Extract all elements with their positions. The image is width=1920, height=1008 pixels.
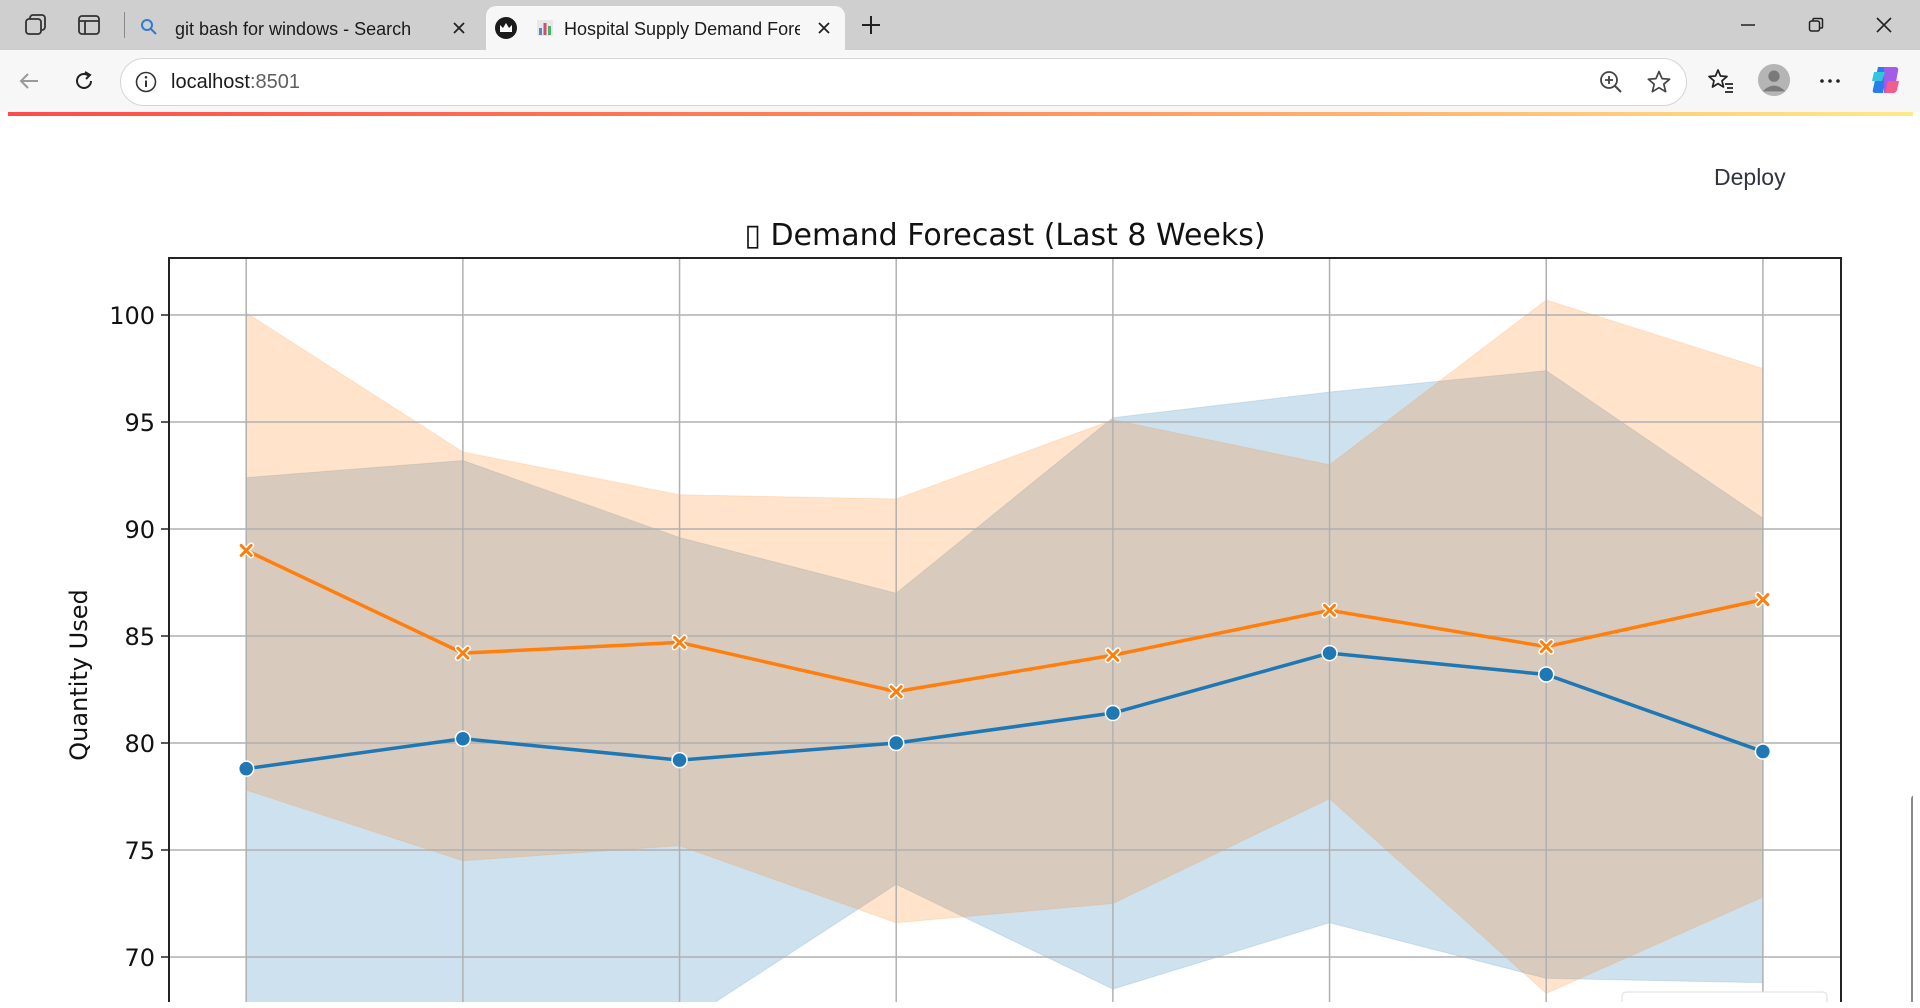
search-icon [140, 18, 158, 41]
browser-tab-strip: git bash for windows - Search Hospital S… [0, 0, 1920, 50]
url-text[interactable]: localhost:8501 [171, 71, 300, 94]
minimize-icon[interactable] [1718, 8, 1778, 42]
series-2-point [888, 683, 905, 700]
series-1-point [237, 760, 255, 777]
series-2-point [1321, 602, 1338, 619]
series-1-point [1537, 666, 1555, 683]
close-window-icon[interactable] [1854, 8, 1914, 42]
chart-title: ▯ Demand Forecast (Last 8 Weeks) [744, 218, 1265, 253]
series-2-point [671, 634, 688, 651]
site-info-icon[interactable] [134, 70, 158, 99]
crown-favicon-icon [494, 16, 518, 45]
app-header-decoration [8, 112, 1913, 116]
y-tick-label: 80 [124, 730, 155, 758]
tab-title: Hospital Supply Demand Fore [564, 19, 800, 39]
deploy-button[interactable]: Deploy [1714, 164, 1786, 190]
restore-icon[interactable] [1786, 8, 1846, 42]
y-tick-label: 70 [124, 944, 155, 972]
series-2-point [1538, 638, 1555, 655]
series-1-point [454, 730, 472, 747]
vertical-tabs-icon[interactable] [75, 11, 103, 39]
back-icon[interactable] [12, 64, 46, 98]
y-tick-label: 90 [124, 516, 155, 544]
series-1-point [1104, 704, 1122, 722]
series-2-point [238, 542, 255, 559]
y-tick-label: 85 [124, 623, 155, 651]
demand-forecast-chart: 70 75 80 85 90 95 100 ▯ Demand Forecast (Last … [65, 218, 1842, 1002]
y-tick-label: 95 [124, 409, 155, 437]
address-bar[interactable]: localhost:8501 [120, 58, 1687, 106]
new-tab-icon[interactable] [857, 11, 885, 39]
series-2-point [1104, 647, 1121, 664]
tab-title: git bash for windows - Search [175, 19, 412, 39]
y-axis-label: Quantity Used [65, 589, 93, 760]
url-host: localhost [171, 71, 250, 93]
series-2-point [454, 645, 471, 662]
close-tab-icon[interactable] [813, 17, 835, 39]
series-1-point [887, 734, 905, 752]
copilot-icon[interactable] [1869, 63, 1903, 97]
y-tick-label: 75 [124, 837, 155, 865]
close-tab-icon[interactable] [448, 17, 470, 39]
refresh-icon[interactable] [67, 64, 101, 98]
tab-divider [124, 12, 125, 38]
series-2-line [245, 548, 1764, 694]
series-1-line [245, 651, 1764, 771]
profile-avatar-icon[interactable] [1757, 63, 1791, 97]
streamlit-page: Deploy 70 75 80 85 90 95 100 ▯ Demand Forecast… [8, 112, 1913, 1002]
favorites-icon[interactable] [1704, 64, 1738, 98]
plot-frame [168, 257, 1842, 1002]
favorite-star-icon[interactable] [1646, 69, 1672, 100]
y-tick-label: 100 [109, 302, 155, 330]
zoom-icon[interactable] [1598, 69, 1624, 100]
tab-hospital-supply[interactable]: Hospital Supply Demand Fore [486, 6, 845, 50]
series-1-point [671, 751, 688, 769]
legend-box [1621, 991, 1828, 1002]
browser-toolbar: localhost:8501 [0, 50, 1920, 112]
more-options-icon[interactable] [1813, 64, 1847, 98]
scrollbar-thumb[interactable] [1911, 795, 1913, 1002]
url-port: :8501 [249, 71, 300, 93]
workspaces-icon[interactable] [22, 11, 50, 39]
series-2-point [1754, 591, 1771, 608]
series-1-point [1754, 743, 1772, 760]
tab-search[interactable]: git bash for windows - Search [130, 6, 480, 50]
chart-favicon-icon [536, 19, 554, 42]
series-1-point [1321, 644, 1338, 662]
